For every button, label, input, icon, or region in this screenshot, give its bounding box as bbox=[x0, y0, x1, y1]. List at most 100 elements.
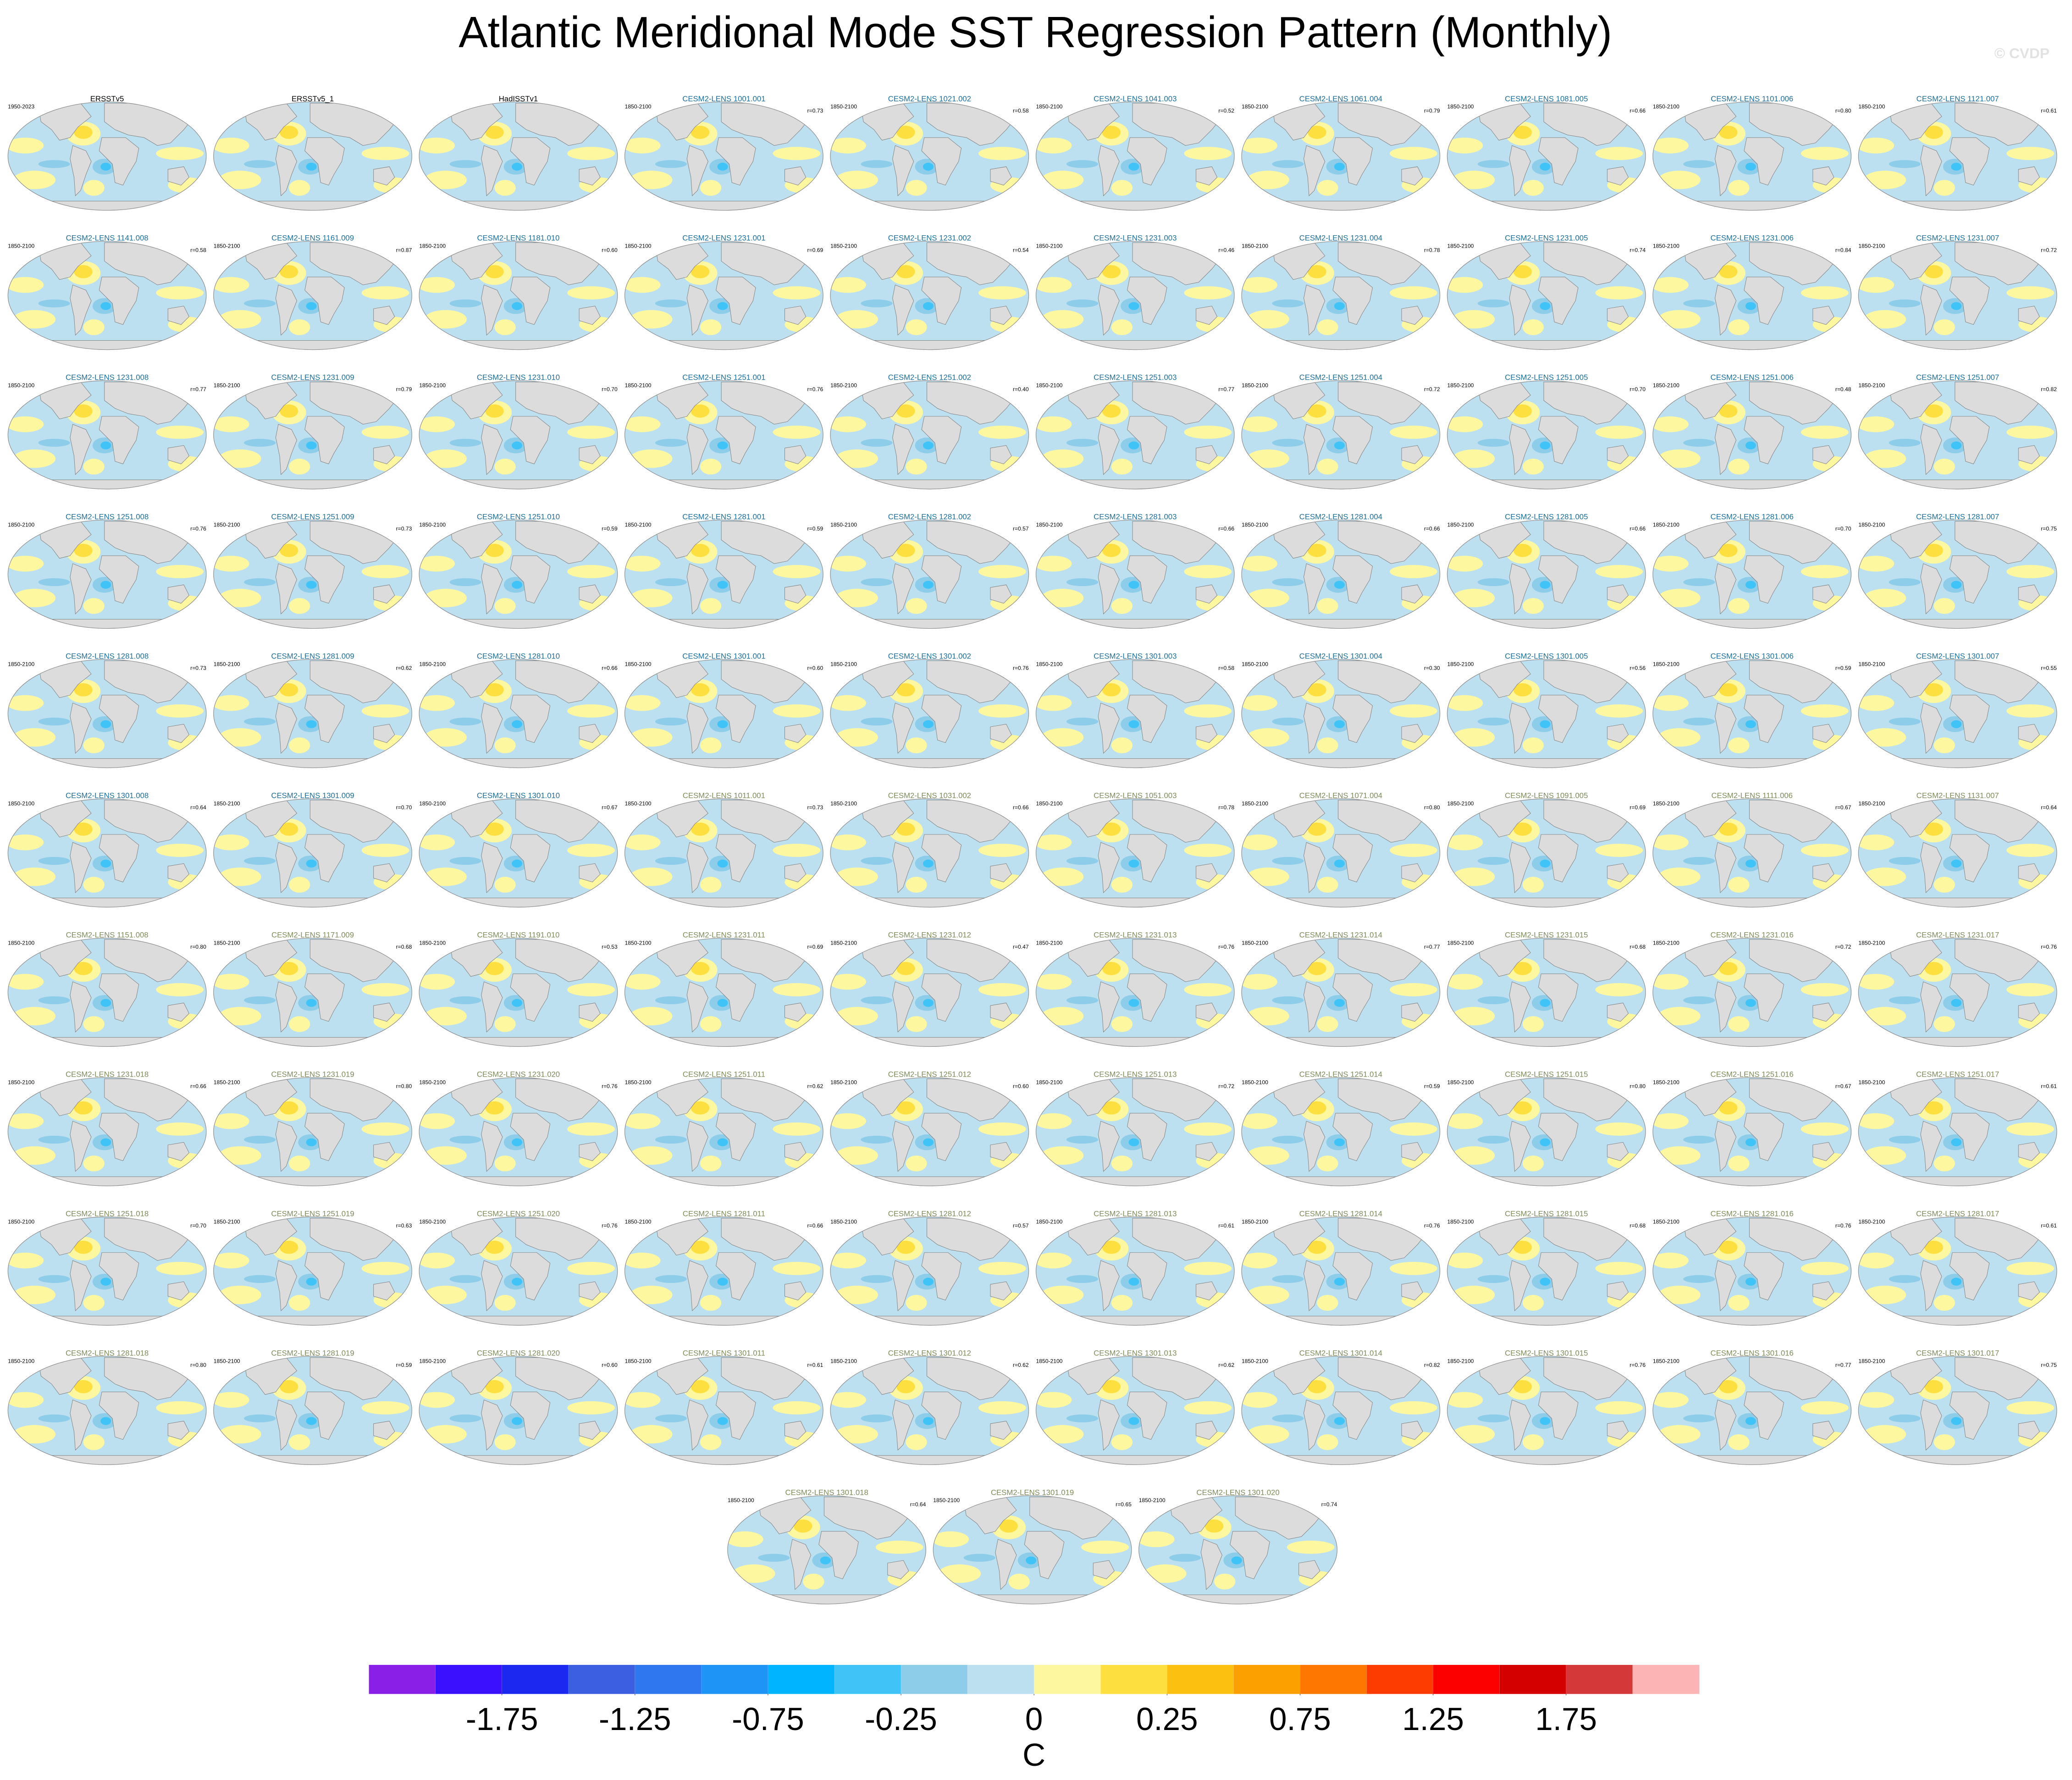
map bbox=[212, 799, 412, 908]
panel-r: r=0.69 bbox=[1630, 804, 1646, 811]
map bbox=[1035, 799, 1234, 908]
panel-title: CESM2-LENS 1181.010 bbox=[477, 234, 559, 243]
panel-title: CESM2-LENS 1231.016 bbox=[1710, 931, 1793, 940]
panel-r: r=0.48 bbox=[1835, 386, 1851, 392]
panel-title: CESM2-LENS 1251.001 bbox=[682, 373, 765, 382]
map bbox=[6, 1078, 206, 1187]
panel-r: r=0.70 bbox=[396, 804, 412, 811]
map bbox=[6, 1217, 206, 1327]
panel: CESM2-LENS 1281.013 1850-2100 r=0.61 bbox=[1035, 1209, 1235, 1327]
colorbar-box bbox=[435, 1664, 503, 1694]
panel-period: 1850-2100 bbox=[1036, 800, 1063, 807]
map bbox=[6, 799, 206, 908]
panel: CESM2-LENS 1231.020 1850-2100 r=0.76 bbox=[418, 1070, 618, 1187]
panel: CESM2-LENS 1121.007 1850-2100 r=0.61 bbox=[1857, 94, 2057, 212]
panel-period: 1850-2100 bbox=[1858, 940, 1885, 946]
panel-title: CESM2-LENS 1281.011 bbox=[683, 1209, 765, 1218]
panel: CESM2-LENS 1141.008 1850-2100 r=0.58 bbox=[6, 234, 206, 351]
panel-period: 1850-2100 bbox=[1036, 243, 1063, 249]
panel-period: 1850-2100 bbox=[419, 940, 446, 946]
map bbox=[1446, 1217, 1645, 1327]
map bbox=[1240, 1078, 1440, 1187]
panel-r: r=0.59 bbox=[396, 1362, 412, 1368]
panel-period: 1850-2100 bbox=[419, 382, 446, 389]
panel-r: r=0.64 bbox=[910, 1501, 926, 1508]
panel: CESM2-LENS 1251.003 1850-2100 r=0.77 bbox=[1035, 373, 1235, 491]
panel-period: 1850-2100 bbox=[214, 800, 240, 807]
panel: CESM2-LENS 1281.011 1850-2100 r=0.66 bbox=[624, 1209, 823, 1327]
panel-r: r=0.67 bbox=[1835, 1083, 1851, 1089]
map bbox=[212, 659, 412, 769]
panel: CESM2-LENS 1191.010 1850-2100 r=0.53 bbox=[418, 931, 618, 1048]
panel-period: 1850-2100 bbox=[625, 1218, 652, 1225]
panel-r: r=0.30 bbox=[1424, 665, 1440, 671]
panel: CESM2-LENS 1231.019 1850-2100 r=0.80 bbox=[212, 1070, 412, 1187]
map bbox=[624, 102, 823, 211]
panel-r: r=0.68 bbox=[396, 944, 412, 950]
colorbar-box bbox=[369, 1664, 436, 1694]
panel-r: r=0.76 bbox=[1630, 1362, 1646, 1368]
panel-r: r=0.73 bbox=[396, 525, 412, 532]
panel-period: 1850-2100 bbox=[1242, 1358, 1268, 1364]
panel-period: 1850-2100 bbox=[1242, 104, 1268, 110]
map bbox=[1446, 1078, 1645, 1187]
map bbox=[6, 520, 206, 630]
colorbar-tick-label: 1.25 bbox=[1402, 1701, 1464, 1737]
panel-period: 1850-2100 bbox=[1653, 1218, 1680, 1225]
panel: CESM2-LENS 1281.016 1850-2100 r=0.76 bbox=[1652, 1209, 1851, 1327]
map bbox=[1857, 381, 2056, 490]
panel-period: 1850-2100 bbox=[1858, 382, 1885, 389]
panel-title: CESM2-LENS 1231.006 bbox=[1710, 234, 1793, 243]
panel-r: r=0.54 bbox=[1013, 247, 1029, 253]
panel: CESM2-LENS 1231.017 1850-2100 r=0.76 bbox=[1857, 931, 2057, 1048]
panel-r: r=0.57 bbox=[1013, 525, 1029, 532]
map bbox=[212, 241, 412, 351]
panel: CESM2-LENS 1301.016 1850-2100 r=0.77 bbox=[1652, 1349, 1851, 1466]
panel-period: 1850-2100 bbox=[1653, 382, 1680, 389]
panel: CESM2-LENS 1231.008 1850-2100 r=0.77 bbox=[6, 373, 206, 491]
panel-title: CESM2-LENS 1301.017 bbox=[1916, 1349, 1999, 1357]
panel: CESM2-LENS 1251.010 1850-2100 r=0.59 bbox=[418, 513, 618, 630]
panel: CESM2-LENS 1301.001 1850-2100 r=0.60 bbox=[624, 652, 823, 769]
panel-title: CESM2-LENS 1301.004 bbox=[1299, 652, 1382, 661]
panel-period: 1850-2100 bbox=[214, 661, 240, 667]
panel: CESM2-LENS 1281.003 1850-2100 r=0.66 bbox=[1035, 513, 1235, 630]
panel-r: r=0.76 bbox=[1218, 944, 1234, 950]
panel-r: r=0.68 bbox=[1630, 1222, 1646, 1229]
map bbox=[6, 241, 206, 351]
panel: CESM2-LENS 1281.009 1850-2100 r=0.62 bbox=[212, 652, 412, 769]
panel-title: CESM2-LENS 1231.012 bbox=[888, 931, 971, 940]
panel-title: CESM2-LENS 1081.005 bbox=[1505, 94, 1588, 103]
map bbox=[1446, 1356, 1645, 1466]
panel-title: CESM2-LENS 1001.001 bbox=[682, 94, 765, 103]
panel: CESM2-LENS 1021.002 1850-2100 r=0.58 bbox=[829, 94, 1029, 212]
panel: CESM2-LENS 1251.015 1850-2100 r=0.80 bbox=[1446, 1070, 1646, 1187]
map bbox=[1446, 938, 1645, 1048]
map bbox=[829, 938, 1028, 1048]
panel-title: CESM2-LENS 1281.002 bbox=[888, 513, 971, 521]
panel-title: CESM2-LENS 1091.005 bbox=[1505, 791, 1588, 800]
panel: CESM2-LENS 1301.015 1850-2100 r=0.76 bbox=[1446, 1349, 1646, 1466]
panel-title: CESM2-LENS 1301.011 bbox=[683, 1349, 765, 1357]
colorbar-tick-label: 0.25 bbox=[1136, 1701, 1198, 1737]
panel: CESM2-LENS 1251.001 1850-2100 r=0.76 bbox=[624, 373, 823, 491]
panel-r: r=0.79 bbox=[1424, 107, 1440, 114]
panel-r: r=0.72 bbox=[1218, 1083, 1234, 1089]
panel-period: 1850-2100 bbox=[8, 522, 34, 528]
panel: CESM2-LENS 1251.020 1850-2100 r=0.76 bbox=[418, 1209, 618, 1327]
colorbar-box bbox=[568, 1664, 635, 1694]
map bbox=[1035, 1078, 1234, 1187]
panel-title: CESM2-LENS 1281.015 bbox=[1505, 1209, 1588, 1218]
panel-period: 1850-2100 bbox=[1036, 1218, 1063, 1225]
panel-period: 1850-2100 bbox=[1242, 522, 1268, 528]
map bbox=[1240, 1217, 1440, 1327]
panel-r: r=0.73 bbox=[190, 665, 206, 671]
panel-title: CESM2-LENS 1041.003 bbox=[1094, 94, 1177, 103]
panel-period: 1850-2100 bbox=[1447, 104, 1474, 110]
map bbox=[1652, 381, 1851, 490]
panel: CESM2-LENS 1251.019 1850-2100 r=0.63 bbox=[212, 1209, 412, 1327]
panel: CESM2-LENS 1301.017 1850-2100 r=0.75 bbox=[1857, 1349, 2057, 1466]
panel-r: r=0.58 bbox=[1013, 107, 1029, 114]
map bbox=[1240, 241, 1440, 351]
